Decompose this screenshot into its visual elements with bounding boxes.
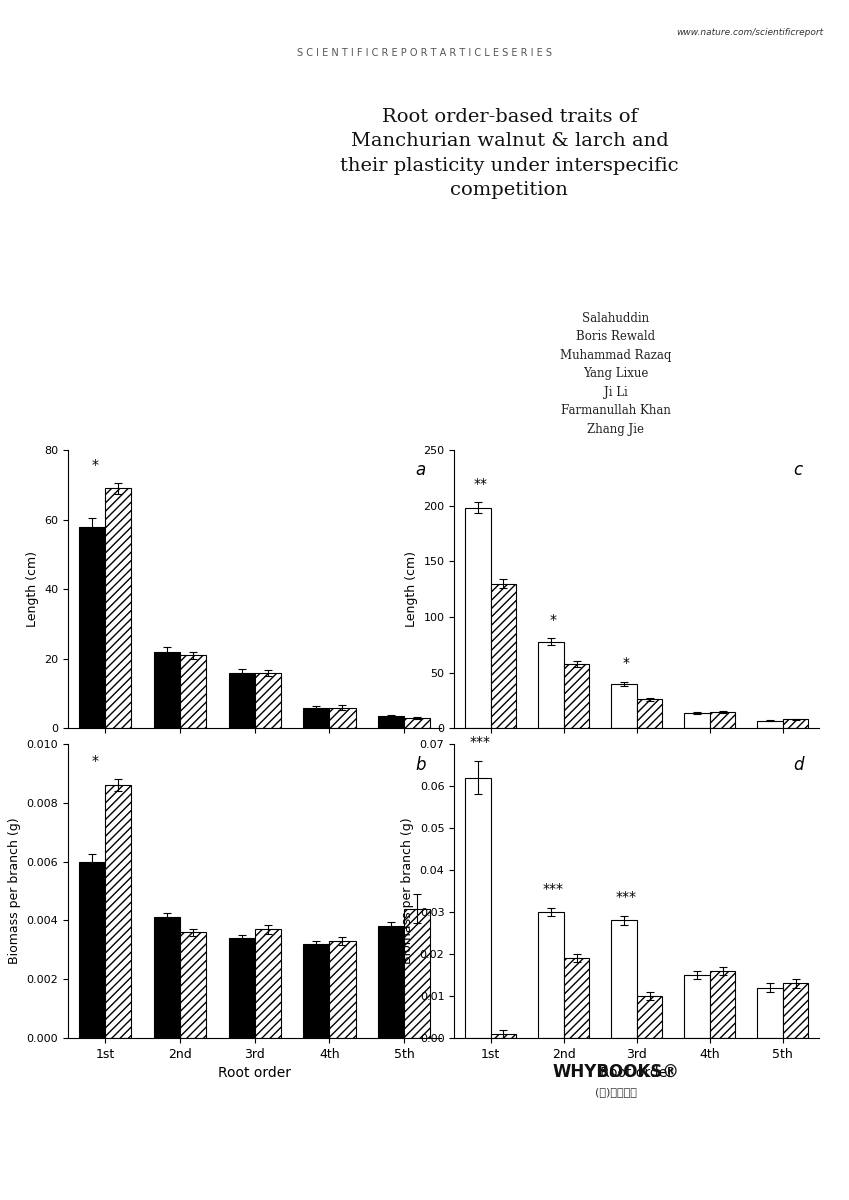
X-axis label: Root order: Root order: [218, 1067, 291, 1080]
Text: Salahuddin
Boris Rewald
Muhammad Razaq
Yang Lixue
Ji Li
Farmanullah Khan
Zhang J: Salahuddin Boris Rewald Muhammad Razaq Y…: [559, 312, 672, 436]
Text: Root order-based traits of
Manchurian walnut & larch and
their plasticity under : Root order-based traits of Manchurian wa…: [340, 108, 678, 199]
Text: d: d: [794, 756, 804, 774]
Bar: [154, 918, 180, 1038]
Bar: [329, 941, 356, 1038]
Text: ***: ***: [470, 736, 491, 749]
Text: *: *: [550, 613, 557, 628]
Text: S C I E N T I F I C R E P O R T A R T I C L E S E R I E S: S C I E N T I F I C R E P O R T A R T I …: [297, 48, 552, 58]
Bar: [378, 926, 404, 1038]
Bar: [303, 944, 329, 1038]
Text: *: *: [92, 458, 98, 472]
Bar: [180, 932, 206, 1038]
Text: ***: ***: [543, 882, 564, 896]
Text: c: c: [794, 461, 803, 479]
Bar: [564, 664, 589, 728]
Text: www.nature.com/scientificreport: www.nature.com/scientificreport: [677, 28, 824, 37]
Bar: [465, 778, 491, 1038]
Bar: [255, 673, 281, 728]
Bar: [783, 984, 808, 1038]
Bar: [79, 862, 105, 1038]
Bar: [757, 988, 783, 1038]
Text: *: *: [623, 656, 630, 671]
Bar: [684, 713, 710, 728]
Text: b: b: [415, 756, 426, 774]
Y-axis label: Biomass per branch (g): Biomass per branch (g): [402, 817, 414, 965]
Y-axis label: Length (cm): Length (cm): [25, 551, 38, 628]
Bar: [783, 720, 808, 728]
Bar: [611, 920, 637, 1038]
Bar: [255, 929, 281, 1038]
Bar: [491, 1033, 516, 1038]
Y-axis label: Length (cm): Length (cm): [405, 551, 418, 628]
Bar: [329, 708, 356, 728]
Bar: [154, 652, 180, 728]
Bar: [710, 712, 735, 728]
Bar: [611, 684, 637, 728]
Text: (주)와이북스: (주)와이북스: [594, 1087, 637, 1097]
Bar: [404, 718, 430, 728]
Bar: [538, 642, 564, 728]
Bar: [105, 488, 132, 728]
Bar: [105, 785, 132, 1038]
Bar: [465, 508, 491, 728]
Text: *: *: [92, 754, 98, 768]
Text: a: a: [415, 461, 425, 479]
X-axis label: Root order: Root order: [600, 1067, 673, 1080]
Bar: [710, 971, 735, 1038]
Bar: [228, 673, 255, 728]
Bar: [491, 583, 516, 728]
Text: **: **: [474, 478, 487, 491]
Bar: [404, 908, 430, 1038]
Y-axis label: Biomass per branch (g): Biomass per branch (g): [8, 817, 21, 965]
Bar: [564, 958, 589, 1038]
Bar: [79, 527, 105, 728]
Bar: [180, 655, 206, 728]
Text: ***: ***: [616, 890, 637, 905]
Bar: [637, 996, 662, 1038]
Bar: [303, 708, 329, 728]
Bar: [637, 700, 662, 728]
Bar: [757, 721, 783, 728]
Text: WHYBOOKS®: WHYBOOKS®: [552, 1063, 679, 1080]
Bar: [684, 974, 710, 1038]
Bar: [538, 912, 564, 1038]
Bar: [378, 716, 404, 728]
Bar: [228, 938, 255, 1038]
